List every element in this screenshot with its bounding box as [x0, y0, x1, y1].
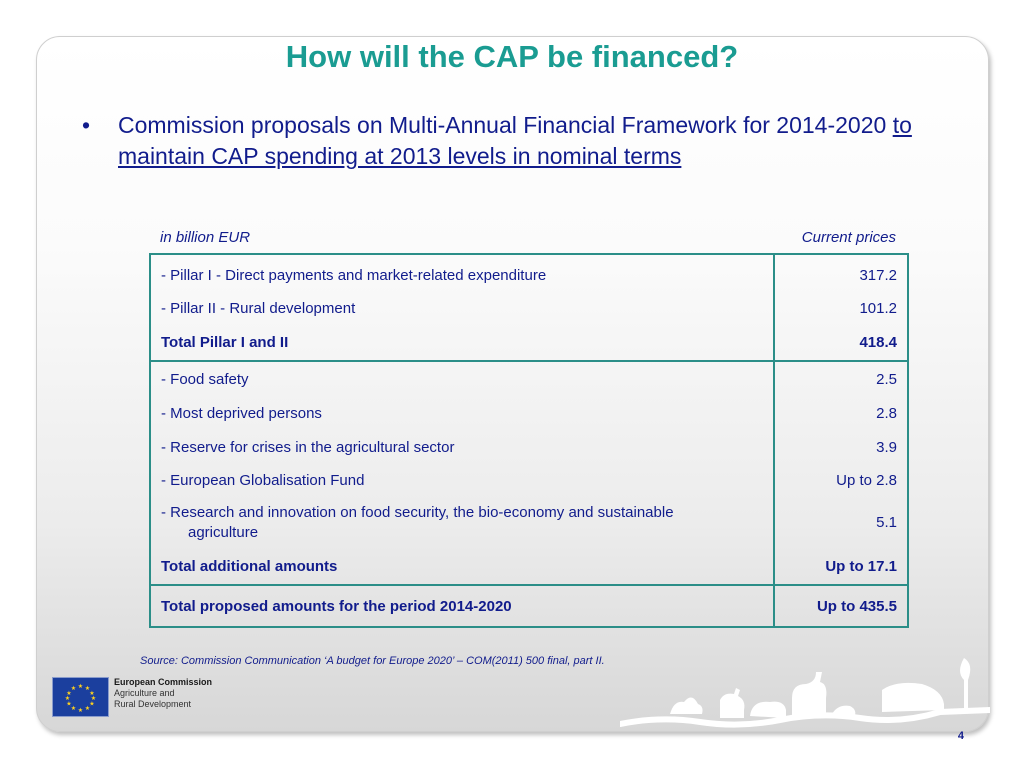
table-row: - Most deprived persons 2.8: [150, 397, 908, 430]
row-label: - Most deprived persons: [161, 405, 322, 422]
row-label: - Reserve for crises in the agricultural…: [161, 438, 455, 456]
prices-label: Current prices: [801, 229, 896, 246]
ec-name-line1: European Commission: [114, 677, 213, 687]
row-amount: 317.2: [772, 254, 908, 292]
slide-title: How will the CAP be financed?: [285, 39, 739, 74]
row-amount: 5.1: [772, 497, 908, 548]
svg-text:★: ★: [78, 683, 83, 690]
row-amount: Up to 435.5: [772, 585, 908, 627]
eu-flag-icon: ★ ★ ★ ★ ★ ★ ★ ★ ★ ★ ★ ★: [52, 677, 109, 717]
ec-name: European Commission Agriculture and Rura…: [114, 677, 212, 710]
row-amount: 2.5: [772, 361, 908, 397]
row-amount: 3.9: [772, 430, 908, 464]
table-row-grand-total: Total proposed amounts for the period 20…: [150, 585, 908, 627]
svg-text:★: ★: [89, 701, 94, 708]
row-label: - Food safety: [161, 371, 249, 388]
svg-text:★: ★: [66, 701, 71, 708]
table-row: - Food safety 2.5: [150, 361, 908, 397]
row-amount: 2.8: [772, 397, 908, 430]
row-label: - Pillar I - Direct payments and market-…: [161, 267, 547, 284]
table-row: - Reserve for crises in the agricultural…: [150, 430, 908, 464]
bullet-text-main: Commission proposals on Multi-Annual Fin…: [118, 112, 887, 138]
row-label: - European Globalisation Fund: [161, 472, 365, 489]
row-amount: 101.2: [772, 292, 908, 325]
units-label: in billion EUR: [160, 229, 251, 246]
farm-animals-illustration: [620, 658, 990, 728]
table-row: - Pillar I - Direct payments and market-…: [150, 254, 908, 292]
table-caption: in billion EUR Current prices: [160, 229, 896, 249]
table-section-grand-total: Total proposed amounts for the period 20…: [150, 585, 908, 627]
bullet-text-underlined: to maintain CAP spending at 2013 levels …: [118, 112, 912, 169]
row-amount: Up to 2.8: [772, 464, 908, 497]
svg-text:★: ★: [85, 685, 90, 692]
budget-table: - Pillar I - Direct payments and market-…: [149, 253, 909, 628]
row-amount: 418.4: [772, 325, 908, 361]
row-label: - Research and innovation on food securi…: [150, 497, 774, 548]
european-commission-logo: ★ ★ ★ ★ ★ ★ ★ ★ ★ ★ ★ ★ European Commiss…: [52, 677, 242, 717]
row-label: Total proposed amounts for the period 20…: [161, 597, 512, 615]
table-row: - Pillar II - Rural development 101.2: [150, 292, 908, 325]
row-label: Total additional amounts: [161, 557, 338, 575]
bullet-icon: •: [82, 112, 91, 138]
bullet-text: Commission proposals on Multi-Annual Fin…: [118, 110, 928, 172]
row-label-line2: agriculture: [188, 523, 259, 541]
table-row: - Research and innovation on food securi…: [150, 497, 908, 548]
table-row: - European Globalisation Fund Up to 2.8: [150, 464, 908, 497]
table-row-total: Total additional amounts Up to 17.1: [150, 548, 908, 585]
table-section-additional: - Food safety 2.5 - Most deprived person…: [150, 361, 908, 585]
table-section-pillars: - Pillar I - Direct payments and market-…: [150, 254, 908, 361]
ec-name-line2: Agriculture and: [114, 688, 175, 698]
svg-text:★: ★: [91, 695, 96, 702]
svg-text:★: ★: [78, 707, 83, 714]
source-note: Source: Commission Communication ‘A budg…: [140, 655, 605, 667]
ec-name-line3: Rural Development: [114, 699, 192, 709]
row-label: - Pillar II - Rural development: [161, 300, 356, 317]
svg-text:★: ★: [66, 690, 71, 697]
svg-text:★: ★: [85, 705, 90, 712]
table-row-total: Total Pillar I and II 418.4: [150, 325, 908, 361]
row-label: Total Pillar I and II: [161, 334, 289, 351]
svg-text:★: ★: [89, 690, 94, 697]
row-amount: Up to 17.1: [772, 548, 908, 585]
row-label-line1: - Research and innovation on food securi…: [161, 503, 674, 521]
svg-text:★: ★: [65, 695, 70, 702]
svg-text:★: ★: [71, 685, 76, 692]
svg-text:★: ★: [71, 705, 76, 712]
page-number: 4: [957, 730, 964, 742]
